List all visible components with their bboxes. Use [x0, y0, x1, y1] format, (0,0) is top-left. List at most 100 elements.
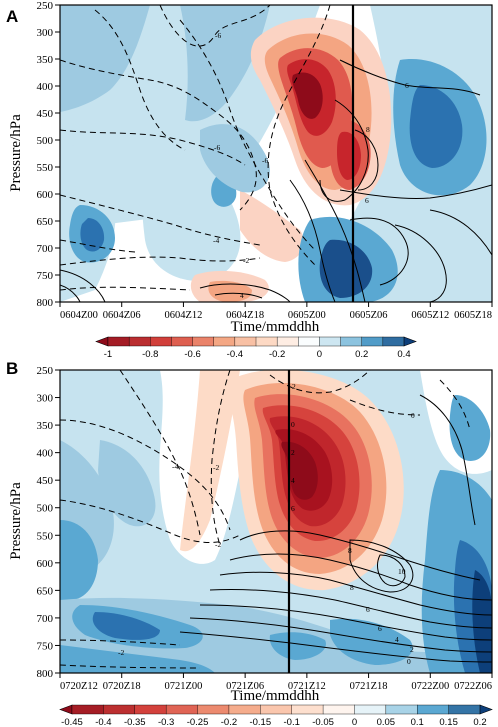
- x-tick-label: 0605Z12: [411, 310, 449, 321]
- colorbar-bin: [382, 336, 405, 347]
- colorbar-tick-label: 0: [352, 717, 357, 727]
- panel-b-ticks: 2503003504004505005506006507007508000720…: [37, 365, 493, 692]
- x-tick-label: 0604Z00: [60, 310, 98, 321]
- colorbar-bin: [260, 704, 293, 715]
- x-tick-label: 0605Z18: [454, 310, 492, 321]
- y-tick-label: 250: [37, 0, 54, 12]
- colorbar-tick-label: -0.45: [61, 717, 83, 727]
- contour-label-b-16: 2: [410, 645, 414, 654]
- y-tick-label: 650: [37, 216, 54, 228]
- colorbar-extend-low: [95, 336, 109, 347]
- colorbar-bin: [361, 336, 384, 347]
- panel-a-frame: [59, 4, 493, 303]
- x-tick-label: 0721Z18: [350, 681, 388, 692]
- colorbar-bin: [71, 704, 104, 715]
- contour-label-b-13: 10: [398, 567, 406, 576]
- colorbar-tick-label: 0.1: [411, 717, 424, 727]
- colorbar-tick-label: 0.4: [397, 349, 410, 360]
- contour-label-b-11: 6: [366, 605, 370, 614]
- contour-label-b-5: 2: [292, 382, 296, 391]
- colorbar-tick-label: -0.8: [142, 349, 158, 360]
- colorbar-bin: [134, 704, 167, 715]
- contour-label-b-15: 4: [395, 635, 399, 644]
- colorbar-bin: [128, 336, 151, 347]
- colorbar-extend-high: [403, 336, 417, 347]
- colorbar-bin: [107, 336, 130, 347]
- colorbar-tick-label: 0.2: [355, 349, 368, 360]
- panel-b-letter: B: [6, 359, 18, 378]
- y-tick-label: 550: [37, 530, 54, 542]
- contour-label-b-4: -2: [118, 648, 124, 657]
- colorbar-bin: [448, 704, 481, 715]
- y-tick-label: 300: [37, 393, 54, 405]
- colorbar-tick-label: -0.6: [184, 349, 200, 360]
- x-tick-label: 0604Z06: [103, 310, 141, 321]
- colorbar-bin: [103, 704, 136, 715]
- contour-label-b-14: 6: [378, 624, 382, 633]
- colorbar-bin: [171, 336, 193, 347]
- x-tick-label: 0605Z00: [288, 310, 326, 321]
- contour-label-a-7: 6: [405, 81, 409, 90]
- x-tick-label: 0604Z12: [164, 310, 202, 321]
- colorbar-tick-label: 0.05: [377, 717, 396, 727]
- panel-a-contours: [60, 5, 492, 302]
- panel-a-ylabel: Pressure/hPa: [8, 114, 24, 192]
- contour-label-b-12: 8: [350, 583, 354, 592]
- contour-label-a-1: -6: [215, 31, 221, 40]
- colorbar-tick-label: -0.3: [158, 717, 174, 727]
- contour-label-b-6: 0: [291, 420, 295, 429]
- panel-b-contours: [60, 370, 492, 669]
- colorbar-tick-label: -0.15: [249, 717, 271, 727]
- panel-b: B: [6, 359, 493, 727]
- panel-b-colorbar: -0.45 -0.4 -0.35 -0.3 -0.25 -0.2 -0.15 -0.1 -0.0…: [59, 704, 493, 727]
- x-tick-label: 0605Z06: [350, 310, 388, 321]
- colorbar-bin: [354, 704, 387, 715]
- colorbar-tick-label: 0: [317, 349, 322, 360]
- x-tick-label: 0721Z12: [288, 681, 326, 692]
- y-tick-label: 350: [37, 420, 54, 432]
- colorbar-bin: [228, 704, 261, 715]
- y-tick-label: 500: [37, 135, 54, 147]
- panel-a-ticks: 250 300 350 400 450 500 550 600 650 700 750 800 0604…: [37, 0, 493, 321]
- panel-b-contour-labels: -4 -2 -2 -2 2 0 2 4 6 8 6 8 10 6 4 2 0 0: [118, 382, 415, 666]
- contour-label-a-6: 4: [240, 291, 244, 300]
- colorbar-tick-label: -0.35: [124, 717, 146, 727]
- x-tick-label: 0722Z06: [454, 681, 492, 692]
- y-tick-label: 450: [37, 475, 54, 487]
- panel-a-contour-labels: -6 -6 -6 -4 -2 4 6 6 8: [213, 31, 409, 300]
- x-tick-label: 0604Z18: [226, 310, 264, 321]
- contour-label-a-8: 6: [365, 196, 369, 205]
- y-tick-label: 250: [37, 365, 54, 377]
- y-tick-label: 450: [37, 108, 54, 120]
- colorbar-bin: [234, 336, 257, 347]
- x-tick-label: 0722Z00: [411, 681, 449, 692]
- y-tick-label: 600: [37, 189, 54, 201]
- panel-a-colorbar: -1 -0.8 -0.6 -0.4 -0.2 0 0.2 0.4: [95, 336, 417, 360]
- colorbar-bin: [255, 336, 278, 347]
- colorbar-bin: [192, 336, 215, 347]
- colorbar-bin: [322, 704, 355, 715]
- y-tick-label: 550: [37, 162, 54, 174]
- colorbar-tick-label: -0.2: [269, 349, 285, 360]
- y-tick-label: 650: [37, 585, 54, 597]
- y-tick-label: 800: [37, 297, 54, 309]
- contour-label-b-9: 6: [291, 504, 295, 513]
- contour-label-b-3: -2: [213, 463, 219, 472]
- panel-b-ylabel: Pressure/hPa: [8, 482, 24, 560]
- y-tick-label: 750: [37, 640, 54, 652]
- colorbar-tick-label: -0.1: [284, 717, 300, 727]
- panel-a: A: [6, 0, 493, 360]
- contour-label-b-8: 4: [291, 476, 295, 485]
- contour-label-a-5: -2: [243, 256, 249, 265]
- contour-label-a-9: 8: [366, 125, 370, 134]
- y-tick-label: 350: [37, 54, 54, 66]
- y-tick-label: 800: [37, 668, 54, 680]
- colorbar-bin: [319, 336, 341, 347]
- panel-b-frame: [59, 369, 493, 674]
- colorbar-bin: [298, 336, 320, 347]
- y-tick-label: 750: [37, 270, 54, 282]
- colorbar-bin: [417, 704, 450, 715]
- contour-label-b-2: -2: [215, 540, 221, 549]
- y-tick-label: 400: [37, 81, 54, 93]
